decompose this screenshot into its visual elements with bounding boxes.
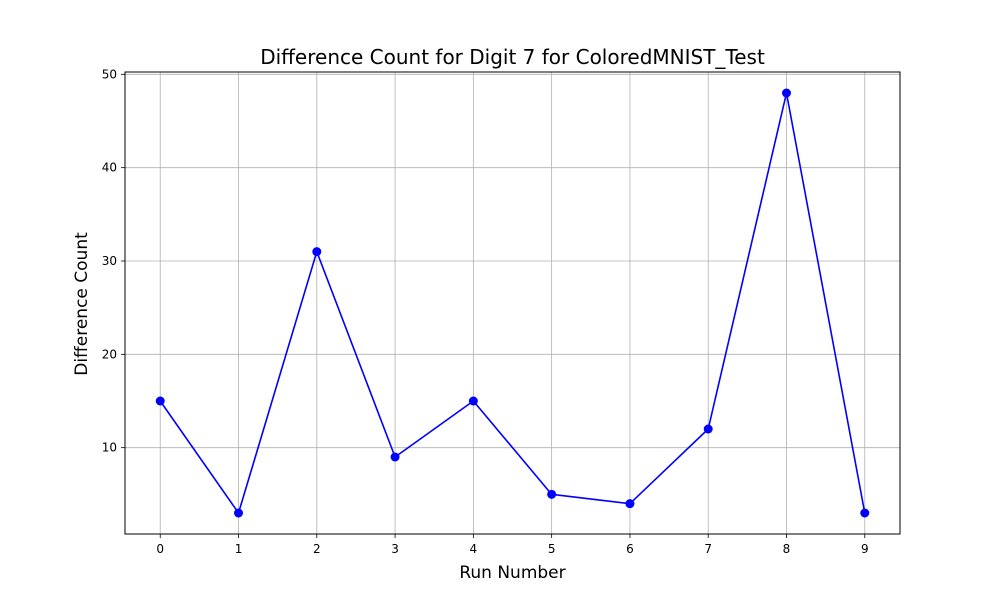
y-tick-label: 50: [102, 67, 117, 81]
data-point: [547, 489, 557, 499]
plot-frame: [124, 71, 901, 535]
y-tick-label: 30: [102, 254, 117, 268]
x-axis-ticks: 0 1 2 3 4 5 6 7 8 9: [156, 534, 869, 556]
x-tick-label: 0: [156, 542, 164, 556]
y-axis-label: Difference Count: [72, 232, 92, 376]
x-tick-label: 5: [548, 542, 556, 556]
data-point: [312, 247, 322, 257]
x-tick-label: 8: [783, 542, 791, 556]
series-line: [159, 92, 866, 514]
x-axis-label: Run Number: [459, 563, 565, 583]
x-tick-label: 2: [313, 542, 321, 556]
data-point: [625, 499, 635, 509]
y-tick-label: 40: [102, 161, 117, 175]
data-point: [234, 508, 244, 518]
x-tick-label: 3: [391, 542, 399, 556]
x-tick-label: 9: [861, 542, 869, 556]
x-tick-label: 6: [626, 542, 634, 556]
x-tick-label: 4: [470, 542, 478, 556]
y-tick-label: 20: [102, 347, 117, 361]
y-axis-ticks: 10 20 30 40 50: [102, 67, 125, 455]
data-point: [860, 508, 870, 518]
series-layer: [155, 88, 870, 518]
data-point: [703, 424, 713, 434]
data-point: [390, 452, 400, 462]
y-tick-label: 10: [102, 441, 117, 455]
x-tick-label: 1: [235, 542, 243, 556]
x-tick-label: 7: [704, 542, 712, 556]
grid: [125, 72, 900, 534]
data-point: [468, 396, 478, 406]
data-point: [781, 88, 791, 98]
chart-title: Difference Count for Digit 7 for Colored…: [260, 45, 765, 69]
data-point: [155, 396, 165, 406]
